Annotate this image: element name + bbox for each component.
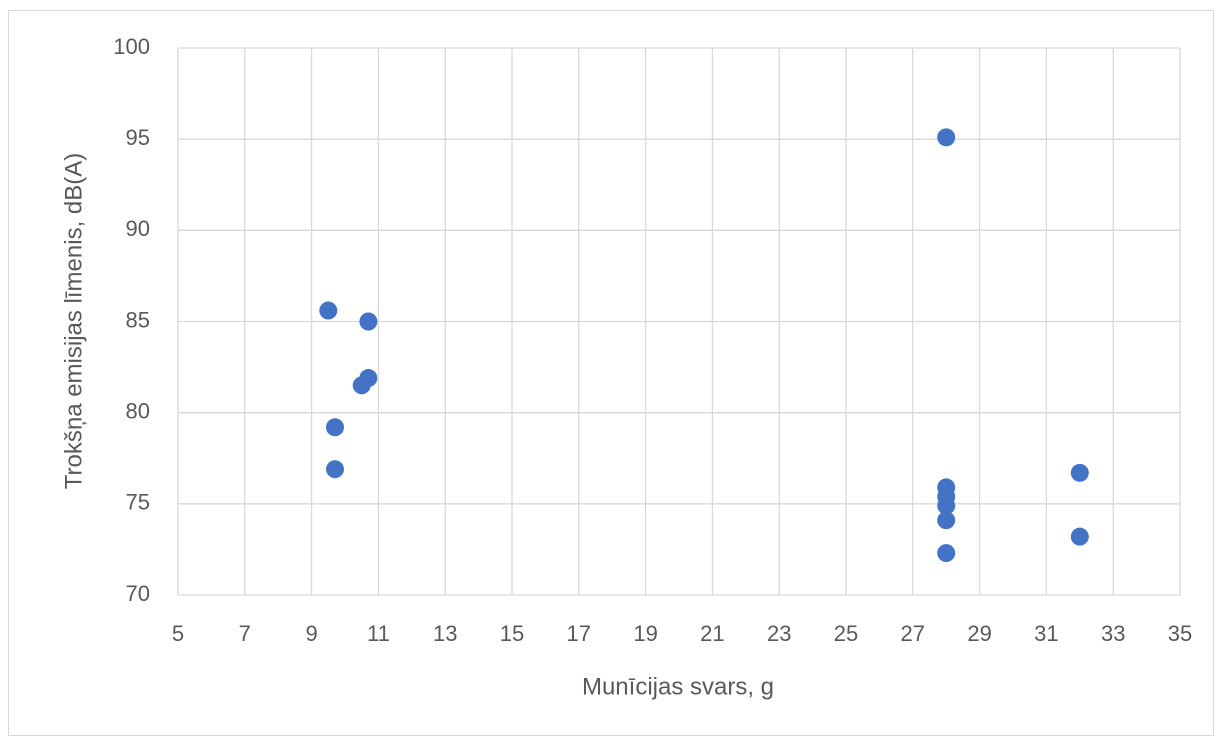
data-point (1070, 463, 1089, 482)
data-point (325, 460, 344, 479)
y-tick-label: 70 (126, 581, 150, 606)
x-axis-title: Munīcijas svars, g (582, 673, 774, 700)
data-point (1070, 527, 1089, 546)
y-tick-label: 100 (113, 34, 150, 59)
x-tick-label: 5 (172, 621, 184, 646)
x-tick-label: 25 (834, 621, 858, 646)
y-tick-label: 75 (126, 490, 150, 515)
data-point (359, 369, 378, 388)
x-tick-label: 35 (1168, 621, 1192, 646)
data-point (319, 301, 338, 320)
data-point (937, 496, 956, 515)
x-tick-label: 19 (633, 621, 657, 646)
data-point (937, 544, 956, 563)
x-tick-label: 29 (967, 621, 991, 646)
y-tick-label: 95 (126, 125, 150, 150)
x-tick-label: 21 (700, 621, 724, 646)
data-point (325, 418, 344, 437)
x-tick-label: 17 (567, 621, 591, 646)
x-tick-label: 27 (901, 621, 925, 646)
y-tick-label: 80 (126, 398, 150, 423)
x-tick-label: 33 (1101, 621, 1125, 646)
x-tick-label: 23 (767, 621, 791, 646)
data-point (937, 511, 956, 530)
x-tick-label: 7 (239, 621, 251, 646)
y-tick-label: 90 (126, 216, 150, 241)
y-tick-label: 85 (126, 307, 150, 332)
x-tick-label: 11 (367, 621, 390, 646)
chart-border (8, 10, 1214, 736)
y-axis-title: Trokšņa emisijas līmenis, dB(A) (60, 153, 87, 490)
data-point (937, 128, 956, 147)
data-point (359, 312, 378, 331)
x-tick-label: 31 (1034, 621, 1058, 646)
x-tick-label: 9 (305, 621, 317, 646)
x-tick-label: 13 (433, 621, 457, 646)
x-tick-label: 15 (500, 621, 524, 646)
